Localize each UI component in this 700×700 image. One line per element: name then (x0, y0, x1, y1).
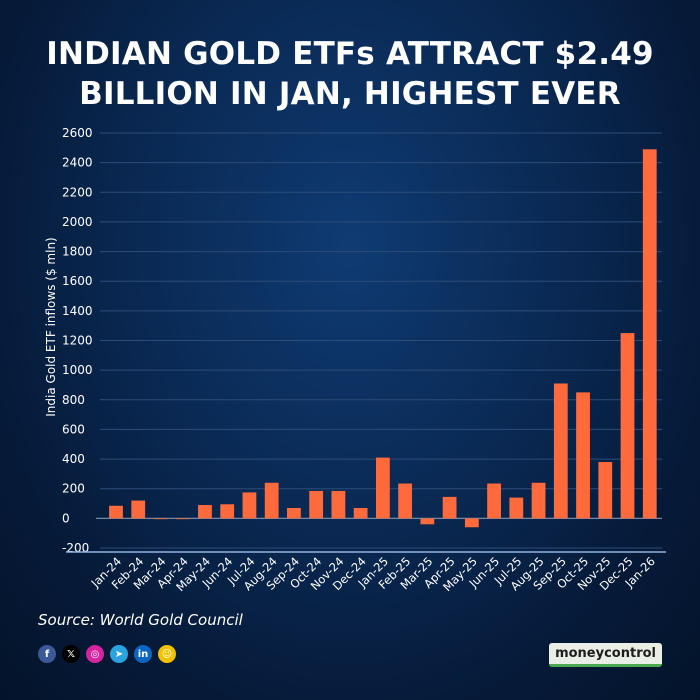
y-tick-label: 2000 (62, 215, 93, 229)
y-tick-label: 2400 (62, 156, 93, 170)
chart-title-line-2: BILLION IN JAN, HIGHEST EVER (79, 76, 621, 112)
x-icon[interactable]: 𝕏 (62, 645, 80, 663)
telegram-icon[interactable]: ➤ (110, 645, 128, 663)
bar (375, 457, 390, 519)
linkedin-icon[interactable]: in (134, 645, 152, 663)
bar (198, 505, 212, 519)
y-tick-label: 600 (62, 422, 85, 436)
bar (309, 490, 324, 519)
y-tick-label: 2200 (62, 185, 93, 199)
bar (331, 490, 346, 519)
bar (287, 507, 301, 519)
bar (109, 505, 123, 519)
y-tick-label: 1600 (62, 274, 93, 288)
chart-title-line-1: INDIAN GOLD ETFs ATTRACT $2.49 (46, 36, 654, 72)
bar (487, 483, 501, 519)
bar (598, 462, 613, 519)
y-tick-label: 2600 (62, 126, 93, 140)
bar (509, 497, 524, 519)
y-tick-label: 400 (62, 452, 85, 466)
brand-logo: moneycontrol (549, 643, 662, 667)
bar (153, 518, 168, 520)
bar (553, 383, 568, 519)
bar (620, 333, 635, 519)
snapchat-icon[interactable]: ☺ (158, 645, 176, 663)
y-tick-label: 0 (62, 511, 70, 525)
bar (175, 518, 190, 520)
bar (264, 482, 279, 519)
bar (398, 483, 413, 519)
instagram-icon[interactable]: ◎ (86, 645, 104, 663)
bar (420, 518, 435, 525)
y-tick-label: 1200 (62, 334, 93, 348)
bar (131, 500, 146, 519)
bar (531, 482, 546, 519)
y-axis-label: India Gold ETF inflows ($ mln) (44, 237, 58, 416)
bar (353, 507, 368, 519)
bar (220, 504, 235, 519)
y-tick-label: 200 (62, 482, 85, 496)
bar (242, 492, 257, 519)
chart-title: INDIAN GOLD ETFs ATTRACT $2.49 BILLION I… (0, 34, 700, 114)
y-tick-label: 1000 (62, 363, 93, 377)
y-tick-label: 1400 (62, 304, 93, 318)
bar (576, 392, 590, 519)
bar (464, 518, 479, 528)
y-tick-label: 1800 (62, 245, 93, 259)
source-note: Source: World Gold Council (38, 611, 243, 629)
bar (442, 496, 457, 519)
social-icons: f 𝕏 ◎ ➤ in ☺ (38, 645, 176, 663)
y-tick-label: 800 (62, 393, 85, 407)
bar (642, 149, 657, 519)
y-tick-label: -200 (62, 541, 89, 555)
facebook-icon[interactable]: f (38, 645, 56, 663)
